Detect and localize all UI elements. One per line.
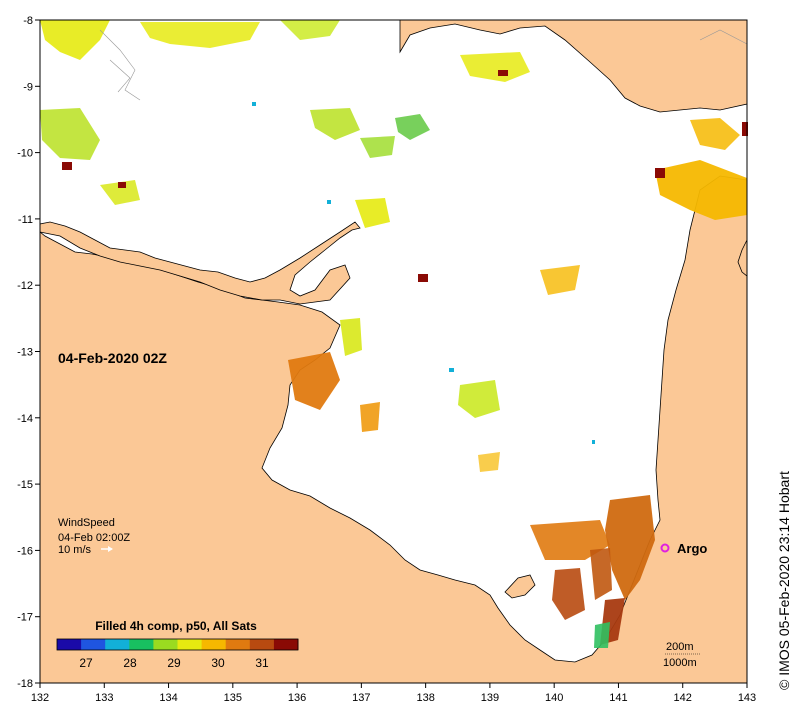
colorbar-tick-label: 29 (167, 656, 181, 670)
y-tick-label: -12 (17, 280, 33, 292)
colorbar-ticks: 27 28 29 30 31 (79, 656, 269, 670)
y-tick-label: -9 (23, 81, 33, 93)
copyright-text: © IMOS 05-Feb-2020 23:14 Hobart (776, 471, 791, 690)
colorbar-swatch (81, 639, 106, 650)
colorbar-swatch (201, 639, 227, 650)
colorbar-title: Filled 4h comp, p50, All Sats (95, 619, 257, 633)
y-tick-label: -10 (17, 148, 33, 160)
new-guinea (399, 19, 748, 113)
colorbar-swatch (273, 639, 299, 650)
wind-title: WindSpeed (58, 517, 115, 529)
x-tick-label: 143 (738, 692, 756, 704)
argo-float-icon (660, 543, 670, 553)
colorbar-tick-label: 30 (211, 656, 225, 670)
y-tick-label: -15 (17, 479, 33, 491)
mornington-island (504, 574, 536, 599)
colorbar-swatch (129, 639, 154, 650)
y-tick-label: -13 (17, 347, 33, 359)
rivers (99, 29, 748, 101)
colorbar-tick-label: 31 (255, 656, 269, 670)
wind-time: 04-Feb 02:00Z (58, 532, 130, 544)
y-tick-label: -17 (17, 612, 33, 624)
colorbar-swatch (225, 639, 251, 650)
x-tick-labels: 132 133 134 135 136 137 138 139 140 141 142 143 (31, 692, 756, 704)
colorbar-swatch (177, 639, 203, 650)
argo-label: Argo (677, 541, 707, 556)
contour-1000m-label: 1000m (663, 657, 697, 669)
x-tick-label: 132 (31, 692, 49, 704)
colorbar-swatch (105, 639, 130, 650)
land (39, 19, 748, 684)
x-tick-label: 139 (481, 692, 499, 704)
contour-200m-label: 200m (666, 641, 694, 653)
x-tick-label: 137 (352, 692, 370, 704)
colorbar-swatch (57, 639, 82, 650)
x-tick-label: 140 (545, 692, 563, 704)
wind-arrow-icon (101, 546, 113, 552)
x-tick-label: 142 (674, 692, 692, 704)
sst-pixels (40, 20, 748, 648)
colorbar-tick-label: 28 (123, 656, 137, 670)
x-tick-label: 135 (224, 692, 242, 704)
wind-scale: 10 m/s (58, 544, 92, 556)
colorbar-tick-label: 27 (79, 656, 93, 670)
y-tick-label: -16 (17, 545, 33, 557)
x-tick-label: 134 (159, 692, 177, 704)
y-tick-label: -8 (23, 15, 33, 27)
x-tick-label: 138 (416, 692, 434, 704)
date-label: 04-Feb-2020 02Z (58, 350, 167, 366)
x-tick-label: 133 (95, 692, 113, 704)
y-tick-label: -14 (17, 413, 33, 425)
x-ticks (39, 683, 748, 688)
arnhem-land (39, 221, 361, 305)
x-tick-label: 136 (288, 692, 306, 704)
colorbar (57, 639, 299, 650)
colorbar-frame (56, 638, 299, 651)
y-tick-label: -18 (17, 678, 33, 690)
x-tick-label: 141 (609, 692, 627, 704)
y-tick-labels: -8 -9 -10 -11 -12 -13 -14 -15 -16 -17 -18 (17, 15, 33, 690)
y-ticks (35, 19, 40, 684)
y-tick-label: -11 (18, 214, 33, 226)
colorbar-swatch (153, 639, 178, 650)
colorbar-swatch (249, 639, 275, 650)
